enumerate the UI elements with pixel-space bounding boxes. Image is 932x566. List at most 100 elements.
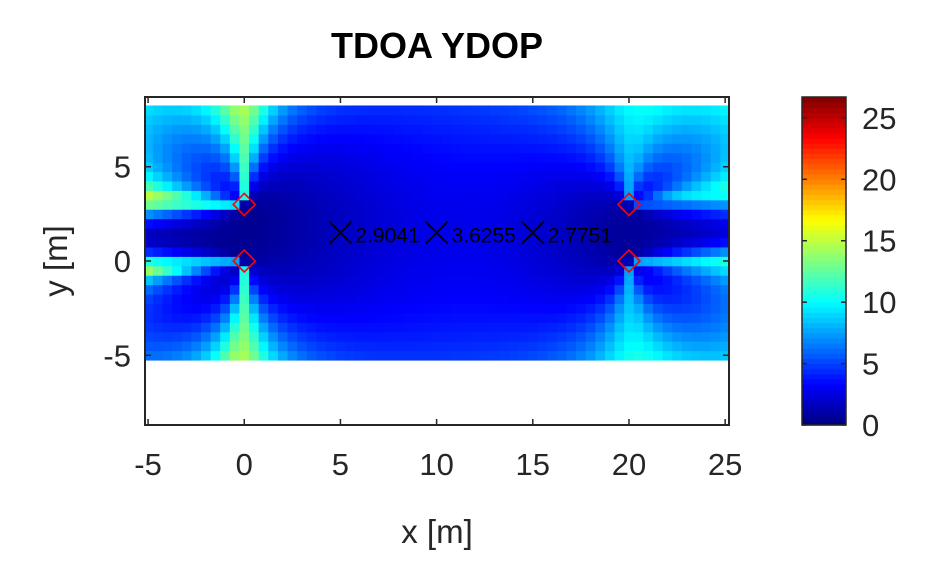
heatmap-cell [681, 199, 693, 210]
heatmap-cell [518, 199, 529, 210]
heatmap-cell [585, 284, 596, 295]
heatmap-cell [451, 256, 462, 267]
heatmap-cell [287, 105, 298, 116]
heatmap-cell [345, 341, 356, 352]
heatmap-cell [374, 152, 385, 163]
heatmap-cell [489, 246, 500, 257]
heatmap-cell [345, 246, 356, 257]
colorbar-segment [802, 179, 846, 185]
heatmap-cell [576, 237, 587, 248]
heatmap-cell [527, 162, 539, 173]
heatmap-cell [576, 162, 587, 173]
heatmap-cell [162, 171, 173, 182]
heatmap-cell [287, 190, 298, 201]
heatmap-cell [152, 312, 164, 323]
heatmap-cell [508, 162, 519, 173]
heatmap-cell [364, 143, 375, 154]
heatmap-cell [220, 143, 231, 154]
heatmap-cell [460, 114, 471, 125]
heatmap-cell [566, 275, 577, 286]
heatmap-cell [653, 105, 664, 116]
heatmap-cell [499, 218, 510, 229]
heatmap-cell [566, 180, 577, 191]
heatmap-cell [383, 143, 394, 154]
heatmap-cell [614, 322, 625, 333]
heatmap-cell [316, 237, 327, 248]
heatmap-cell [460, 180, 471, 191]
heatmap-cell [172, 105, 183, 116]
heatmap-cell [701, 171, 712, 182]
heatmap-cell [316, 265, 327, 276]
heatmap-cell [633, 275, 645, 286]
heatmap-cell [306, 180, 317, 191]
heatmap-cell [220, 350, 231, 361]
heatmap-cell [566, 114, 577, 125]
heatmap-cell [287, 246, 298, 257]
heatmap-cell [239, 350, 250, 361]
heatmap-cell [508, 209, 519, 220]
heatmap-cell [643, 256, 654, 267]
heatmap-cell [297, 124, 308, 135]
heatmap-cell [614, 256, 625, 267]
heatmap-cell [701, 152, 712, 163]
heatmap-cell [354, 275, 366, 286]
heatmap-cell [527, 171, 539, 182]
heatmap-cell [508, 350, 519, 361]
heatmap-cell [152, 275, 164, 286]
heatmap-cell [451, 322, 462, 333]
heatmap-cell [287, 331, 298, 342]
heatmap-cell [393, 265, 404, 276]
heatmap-cell [489, 256, 500, 267]
heatmap-cell [479, 152, 491, 163]
heatmap-cell [460, 275, 471, 286]
heatmap-cell [402, 284, 414, 295]
heatmap-cell [393, 199, 404, 210]
heatmap-cell [374, 228, 385, 239]
heatmap-cell [210, 331, 221, 342]
heatmap-cell [527, 322, 539, 333]
heatmap-cell [297, 143, 308, 154]
heatmap-cell [633, 265, 645, 276]
heatmap-cell [576, 350, 587, 361]
heatmap-cell [422, 152, 433, 163]
heatmap-cell [441, 114, 452, 125]
heatmap-cell [624, 114, 635, 125]
heatmap-cell [585, 171, 596, 182]
heatmap-cell [662, 143, 673, 154]
heatmap-cell [653, 322, 664, 333]
heatmap-cell [614, 341, 625, 352]
colorbar-segment [802, 220, 846, 226]
heatmap-cell [585, 133, 596, 144]
heatmap-cell [383, 199, 394, 210]
heatmap-cell [374, 256, 385, 267]
heatmap-cell [249, 303, 260, 314]
heatmap-cell [316, 190, 327, 201]
heatmap-cell [345, 190, 356, 201]
heatmap-cell [431, 114, 443, 125]
heatmap-cell [547, 322, 558, 333]
heatmap-cell [306, 152, 317, 163]
heatmap-cell [479, 114, 491, 125]
heatmap-cell [441, 180, 452, 191]
heatmap-cell [191, 209, 202, 220]
heatmap-cell [595, 246, 606, 257]
heatmap-cell [412, 199, 423, 210]
heatmap-cell [460, 331, 471, 342]
heatmap-cell [585, 322, 596, 333]
x-tick-label: 10 [419, 447, 453, 482]
heatmap-cell [422, 303, 433, 314]
heatmap-cell [547, 133, 558, 144]
heatmap-cell [210, 209, 221, 220]
heatmap-cell [624, 143, 635, 154]
heatmap-cell [556, 199, 568, 210]
heatmap-cell [527, 246, 539, 257]
heatmap-cell [547, 256, 558, 267]
heatmap-cell [393, 114, 404, 125]
heatmap-cell [441, 133, 452, 144]
heatmap-cell [249, 350, 260, 361]
heatmap-cell [326, 303, 337, 314]
heatmap-cell [422, 322, 433, 333]
heatmap-cell [335, 199, 346, 210]
heatmap-cell [200, 124, 212, 135]
heatmap-cell [431, 265, 443, 276]
